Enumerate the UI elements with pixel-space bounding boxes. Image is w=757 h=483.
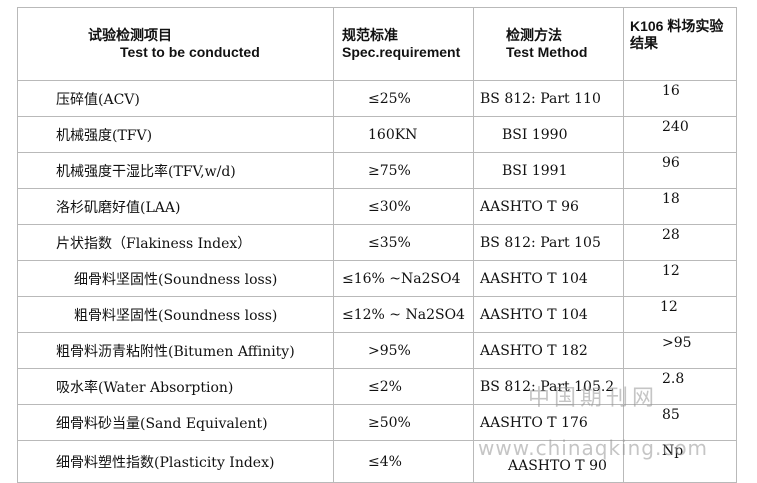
result-cell: 16 — [623, 80, 737, 117]
spec-cell: ≤12% ~ Na2SO4 — [333, 296, 474, 333]
spec-cell: ≤2% — [333, 368, 474, 405]
header-test-item: 试验检测项目 Test to be conducted — [17, 7, 334, 81]
spec-cell: ≤4% — [333, 440, 474, 483]
header-spec-en: Spec.requirement — [342, 44, 461, 60]
header-result-line1: K106 料场实验 — [630, 18, 724, 34]
result-cell: 12 — [623, 260, 737, 297]
table-row: 压碎值(ACV) ≤25% BS 812: Part 110 16 — [17, 80, 737, 117]
method-cell: AASHTO T 104 — [473, 296, 624, 333]
spec-cell: >95% — [333, 332, 474, 369]
watermark-url: www.chinaqking.com — [478, 436, 709, 460]
method-cell: BS 812: Part 110 — [473, 80, 624, 117]
table-row: 吸水率(Water Absorption) ≤2% BS 812: Part 1… — [17, 368, 737, 405]
spec-cell: ≤35% — [333, 224, 474, 261]
test-item-cell: 片状指数（Flakiness Index） — [17, 224, 334, 261]
header-spec: 规范标准 Spec.requirement — [333, 7, 474, 81]
header-method-en: Test Method — [506, 44, 588, 60]
result-cell: 85 — [623, 404, 737, 441]
method-cell: BS 812: Part 105 — [473, 224, 624, 261]
method-cell: AASHTO T 182 — [473, 332, 624, 369]
test-item-cell: 粗骨料沥青粘附性(Bitumen Affinity) — [17, 332, 334, 369]
table-row: 洛杉矶磨好值(LAA) ≤30% AASHTO T 96 18 — [17, 188, 737, 225]
table-row: 机械强度干湿比率(TFV,w/d) ≥75% BSI 1991 96 — [17, 152, 737, 189]
result-cell: 96 — [623, 152, 737, 189]
spec-cell: ≤30% — [333, 188, 474, 225]
header-test-item-zh: 试验检测项目 — [88, 27, 172, 43]
result-cell: 12 — [623, 296, 737, 333]
header-result: K106 料场实验 结果 — [623, 7, 737, 81]
test-item-cell: 洛杉矶磨好值(LAA) — [17, 188, 334, 225]
table-row: 机械强度(TFV) 160KN BSI 1990 240 — [17, 116, 737, 153]
result-cell: 28 — [623, 224, 737, 261]
spec-cell: 160KN — [333, 116, 474, 153]
method-cell: BSI 1991 — [473, 152, 624, 189]
test-item-cell: 压碎值(ACV) — [17, 80, 334, 117]
spec-cell: ≥75% — [333, 152, 474, 189]
method-cell: BSI 1990 — [473, 116, 624, 153]
header-method-zh: 检测方法 — [506, 27, 562, 43]
test-item-cell: 细骨料砂当量(Sand Equivalent) — [17, 404, 334, 441]
method-cell: BS 812: Part 105.2 — [473, 368, 624, 405]
table-row: 粗骨料沥青粘附性(Bitumen Affinity) >95% AASHTO T… — [17, 332, 737, 369]
test-item-cell: 机械强度(TFV) — [17, 116, 334, 153]
result-cell: 240 — [623, 116, 737, 153]
test-item-cell: 吸水率(Water Absorption) — [17, 368, 334, 405]
watermark-site-name: 中国期刊网 — [528, 386, 659, 411]
result-cell: 18 — [623, 188, 737, 225]
test-item-cell: 粗骨料坚固性(Soundness loss) — [17, 296, 334, 333]
header-spec-zh: 规范标准 — [342, 27, 398, 43]
table-header-row: 试验检测项目 Test to be conducted 规范标准 Spec.re… — [17, 7, 737, 81]
table-row: 细骨料坚固性(Soundness loss) ≤16% ~Na2SO4 AASH… — [17, 260, 737, 297]
header-test-item-en: Test to be conducted — [120, 44, 260, 60]
method-cell: AASHTO T 176 — [473, 404, 624, 441]
table-row: 细骨料砂当量(Sand Equivalent) ≥50% AASHTO T 17… — [17, 404, 737, 441]
result-cell: 2.8 — [623, 368, 737, 405]
table-row: 片状指数（Flakiness Index） ≤35% BS 812: Part … — [17, 224, 737, 261]
header-result-line2: 结果 — [630, 35, 658, 51]
header-method: 检测方法 Test Method — [473, 7, 624, 81]
spec-cell: ≥50% — [333, 404, 474, 441]
test-item-cell: 细骨料坚固性(Soundness loss) — [17, 260, 334, 297]
method-cell: AASHTO T 96 — [473, 188, 624, 225]
spec-cell: ≤16% ~Na2SO4 — [333, 260, 474, 297]
table-row: 粗骨料坚固性(Soundness loss) ≤12% ~ Na2SO4 AAS… — [17, 296, 737, 333]
test-item-cell: 细骨料塑性指数(Plasticity Index) — [17, 440, 334, 483]
test-item-cell: 机械强度干湿比率(TFV,w/d) — [17, 152, 334, 189]
result-cell: >95 — [623, 332, 737, 369]
spec-cell: ≤25% — [333, 80, 474, 117]
method-cell: AASHTO T 104 — [473, 260, 624, 297]
